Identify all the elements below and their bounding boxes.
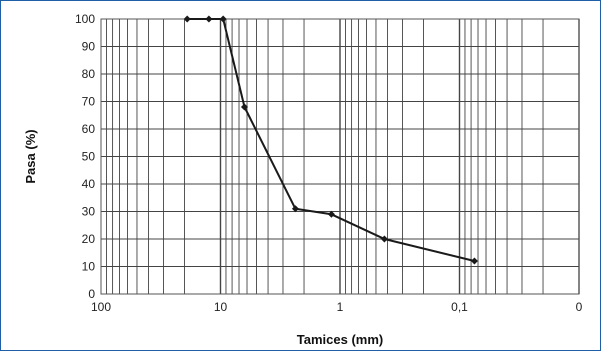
y-tick-labels: 0 10 20 30 40 50 60 70 80 90 100 (75, 12, 95, 301)
y-axis-title: Pasa (%) (23, 129, 38, 183)
data-point (291, 205, 299, 213)
series-line (187, 18, 475, 262)
x-tick-labels: 100 10 1 0,1 0 (91, 300, 583, 314)
x-tick-label: 0 (576, 300, 583, 314)
series-layer (183, 15, 478, 265)
data-point (327, 210, 335, 218)
plot-area (100, 18, 580, 295)
data-point (470, 257, 478, 265)
y-tick-label: 60 (82, 122, 96, 136)
data-point (380, 235, 388, 243)
data-point (240, 103, 248, 111)
y-tick-label: 100 (75, 12, 95, 26)
x-tick-label: 10 (214, 300, 228, 314)
y-tick-label: 0 (88, 287, 95, 301)
y-tick-label: 90 (82, 40, 96, 54)
y-tick-label: 30 (82, 205, 96, 219)
grid-layer (101, 18, 580, 295)
data-point (183, 15, 191, 23)
y-tick-label: 40 (82, 177, 96, 191)
y-tick-label: 10 (82, 260, 96, 274)
y-tick-label: 70 (82, 95, 96, 109)
data-point (205, 15, 213, 23)
x-tick-label: 0,1 (451, 300, 468, 314)
y-tick-label: 80 (82, 67, 96, 81)
y-tick-label: 20 (82, 232, 96, 246)
x-tick-label: 1 (337, 300, 344, 314)
x-tick-label: 100 (91, 300, 111, 314)
data-point (219, 15, 227, 23)
x-axis-title: Tamices (mm) (297, 332, 383, 347)
y-tick-label: 50 (82, 150, 96, 164)
